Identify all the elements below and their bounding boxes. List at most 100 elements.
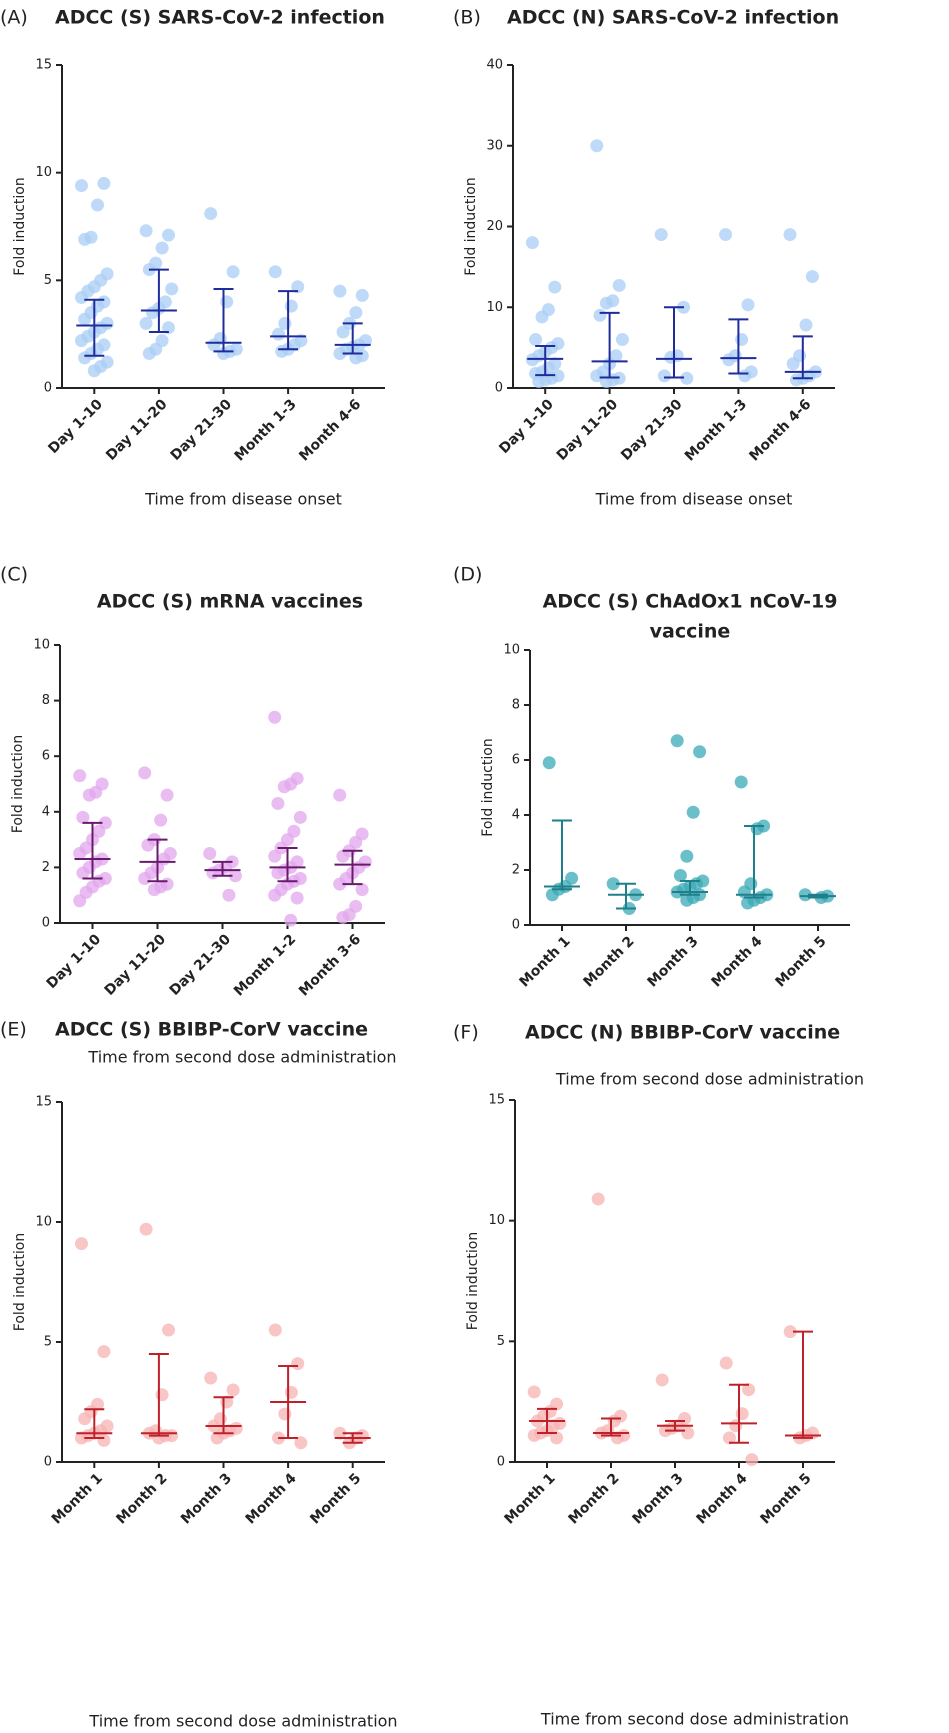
data-point (591, 1192, 605, 1206)
y-axis-label: Fold induction (12, 177, 28, 275)
x-axis-label: Time from second dose administration (87, 1048, 396, 1067)
data-point (612, 278, 626, 292)
data-point (141, 838, 155, 852)
x-tick-label: Month 4 (243, 1470, 300, 1527)
chart-title: vaccine (650, 621, 731, 643)
data-point (268, 265, 282, 279)
x-tick-label: Month 4 (694, 1470, 751, 1527)
data-point (550, 1431, 564, 1445)
data-point (333, 788, 347, 802)
panel-label: (E) (0, 1019, 27, 1041)
x-tick-label: Month 3 (630, 1470, 687, 1527)
data-point (275, 344, 289, 358)
data-point (165, 282, 179, 296)
data-point (735, 333, 749, 347)
y-tick-label: 8 (42, 693, 50, 708)
data-point (290, 891, 304, 905)
y-tick-label: 6 (512, 753, 520, 768)
data-point (291, 280, 305, 294)
data-point (226, 265, 240, 279)
data-point (162, 321, 175, 335)
data-point (742, 1383, 756, 1397)
data-point (78, 351, 92, 365)
y-tick-label: 15 (35, 1095, 52, 1110)
data-point (162, 1323, 175, 1337)
data-point (333, 877, 347, 891)
data-point (729, 1419, 743, 1433)
data-point (355, 883, 369, 897)
x-tick-label: Day 1-10 (44, 931, 105, 992)
data-point (615, 333, 629, 347)
data-point (138, 766, 152, 780)
y-tick-label: 10 (486, 300, 503, 315)
data-point (336, 849, 350, 863)
data-point (204, 1371, 218, 1385)
data-point (139, 224, 153, 238)
x-axis-label: Time from second dose administration (88, 1712, 397, 1731)
data-point (741, 298, 755, 312)
y-tick-label: 4 (512, 808, 520, 823)
data-point (745, 1453, 759, 1467)
y-tick-label: 15 (35, 58, 52, 73)
y-tick-label: 5 (44, 1335, 52, 1350)
data-point (75, 291, 88, 305)
panel-label: (F) (453, 1022, 479, 1044)
y-tick-label: 2 (512, 863, 520, 878)
data-point (76, 810, 90, 824)
data-point (73, 769, 87, 783)
y-tick-label: 2 (42, 860, 50, 875)
data-point (142, 347, 156, 361)
x-tick-label: Month 4 (709, 933, 766, 990)
data-point (73, 847, 87, 860)
data-point (655, 1373, 669, 1387)
data-point (268, 888, 282, 902)
chart-title: ADCC (N) SARS-CoV-2 infection (507, 7, 839, 29)
data-point (355, 288, 369, 302)
data-point (673, 869, 687, 882)
y-tick-label: 10 (503, 643, 520, 658)
data-point (741, 896, 755, 910)
panel-label: (A) (0, 7, 28, 29)
data-point (155, 1388, 169, 1402)
y-axis-label: Fold induction (465, 1232, 481, 1330)
data-point (220, 295, 234, 309)
x-tick-label: Day 21-30 (167, 931, 235, 999)
data-point (222, 888, 236, 902)
x-tick-label: Month 3-6 (296, 931, 364, 999)
data-point (545, 888, 559, 902)
data-point (336, 325, 350, 339)
data-point (210, 1431, 224, 1445)
data-point (548, 280, 562, 294)
data-point (719, 1356, 733, 1370)
y-tick-label: 10 (33, 638, 50, 653)
data-point (226, 1383, 240, 1397)
data-point (268, 710, 282, 724)
data-point (336, 910, 350, 924)
data-point (76, 866, 90, 880)
data-point (529, 333, 543, 347)
data-point (686, 805, 700, 819)
data-point (75, 179, 88, 193)
data-point (542, 756, 556, 770)
data-point (349, 351, 363, 365)
data-point (664, 350, 678, 364)
x-tick-label: Month 3 (178, 1470, 235, 1527)
data-point (207, 338, 221, 352)
y-tick-label: 20 (486, 219, 503, 234)
data-point (284, 913, 298, 927)
y-tick-label: 5 (497, 1334, 505, 1349)
x-tick-label: Month 4-6 (746, 396, 814, 464)
data-point (333, 284, 347, 298)
panel-label: (D) (453, 564, 482, 586)
y-axis-label: Fold induction (463, 177, 479, 275)
data-point (590, 369, 604, 383)
y-tick-label: 30 (486, 138, 503, 153)
x-axis-label: Time from disease onset (144, 490, 342, 509)
data-point (73, 894, 87, 908)
data-point (271, 796, 285, 810)
x-axis-label: Time from disease onset (595, 490, 793, 509)
data-point (657, 369, 671, 383)
x-tick-label: Day 1-10 (45, 396, 106, 457)
data-point (593, 308, 607, 322)
data-point (268, 1323, 282, 1337)
